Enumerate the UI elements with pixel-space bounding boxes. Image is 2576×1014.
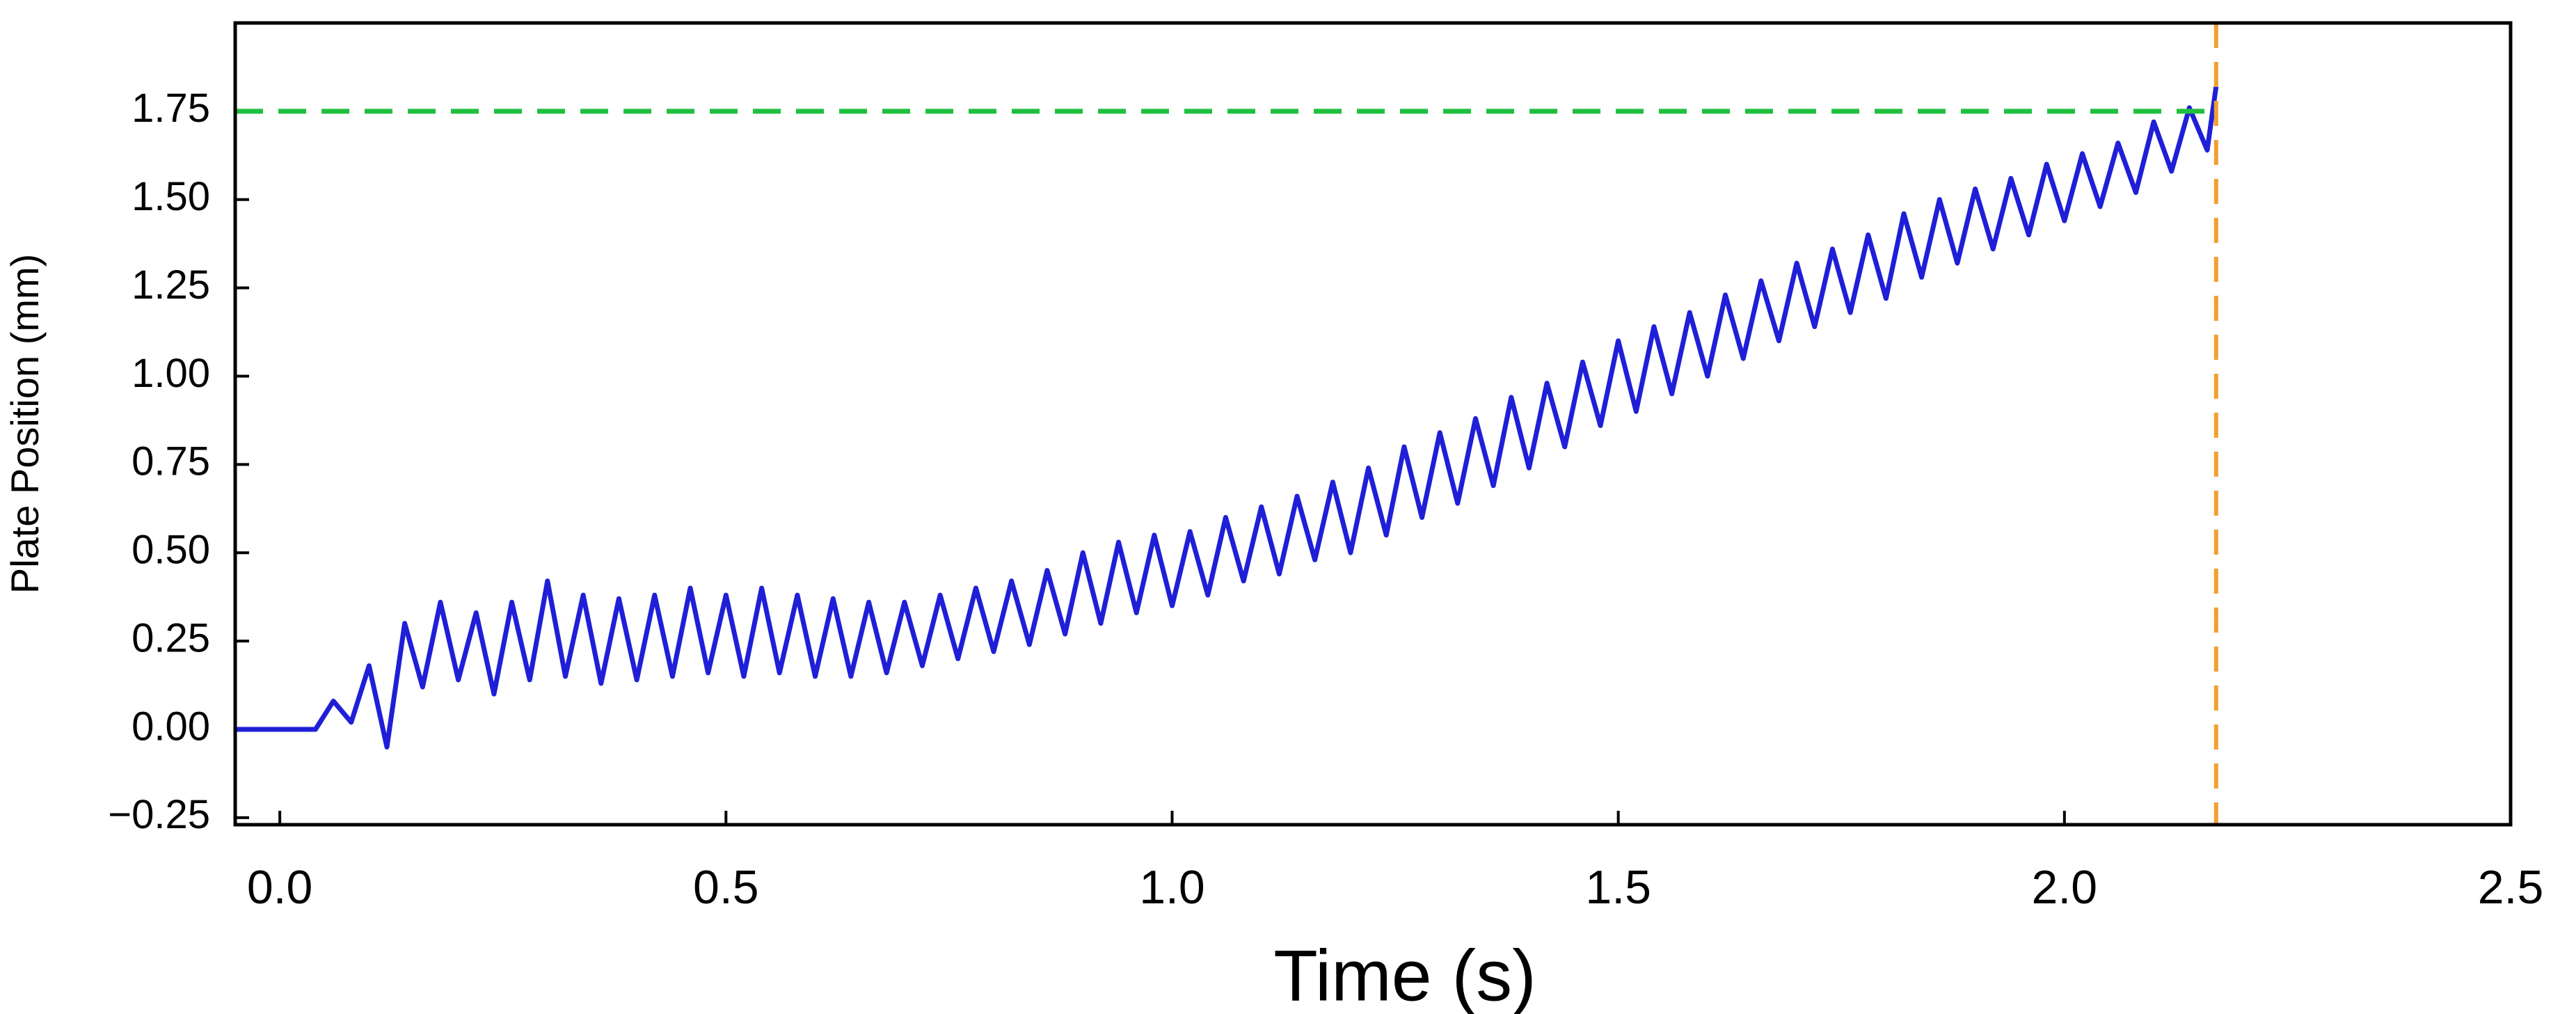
y-tick-label: 1.75 xyxy=(132,86,210,131)
x-tick-label: 2.0 xyxy=(2032,861,2098,914)
y-tick-label: 0.00 xyxy=(132,704,210,749)
y-axis-label: Plate Position (mm) xyxy=(3,254,47,594)
y-tick-label: 0.75 xyxy=(132,439,210,484)
plot-frame xyxy=(233,21,2513,827)
x-tick-label: 0.0 xyxy=(247,861,313,914)
x-tick-label: 1.5 xyxy=(1585,861,1651,914)
y-tick-label: 0.50 xyxy=(132,528,210,573)
x-tick-label: 2.5 xyxy=(2478,861,2544,914)
x-tick-label: 1.0 xyxy=(1139,861,1205,914)
y-tick-label: 1.50 xyxy=(132,174,210,219)
x-axis-label: Time (s) xyxy=(1273,935,1536,1014)
y-tick-label: −0.25 xyxy=(108,792,210,837)
y-tick-label: 0.25 xyxy=(132,615,210,660)
y-tick-label: 1.25 xyxy=(132,262,210,308)
y-tick-label: 1.00 xyxy=(132,351,210,396)
x-tick-label: 0.5 xyxy=(693,861,759,914)
data-line xyxy=(235,86,2219,750)
